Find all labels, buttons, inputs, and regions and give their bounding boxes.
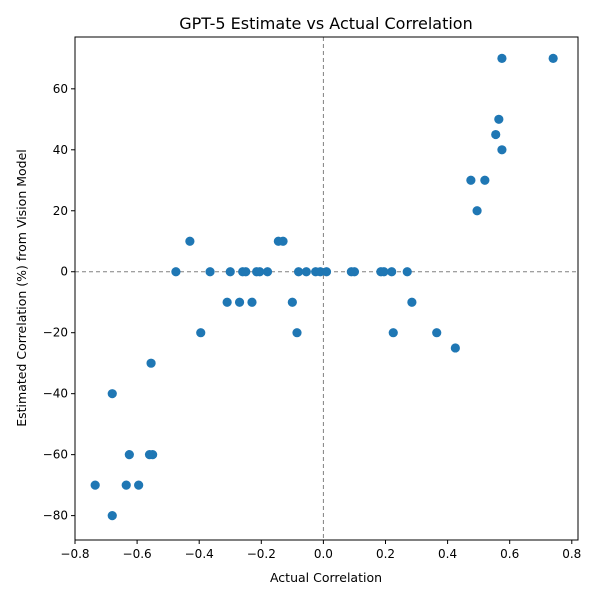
data-point [222, 297, 232, 307]
x-tick-label: 0.0 [314, 547, 333, 561]
data-point [466, 175, 476, 185]
data-point [241, 267, 251, 277]
data-point [432, 328, 442, 338]
data-point [171, 267, 181, 277]
plot-area-frame [74, 36, 579, 541]
y-tick-label: 60 [53, 82, 68, 96]
data-point [247, 297, 257, 307]
data-point [548, 53, 558, 63]
data-point [301, 267, 311, 277]
x-tick-label: −0.4 [185, 547, 214, 561]
data-point [388, 328, 398, 338]
y-tick-label: −80 [43, 509, 68, 523]
x-tick-label: 0.2 [376, 547, 395, 561]
data-point [497, 53, 507, 63]
data-point [407, 297, 417, 307]
y-axis-ticks: −80 −60 −40 −20 0 20 40 60 [43, 82, 75, 523]
data-point [262, 267, 273, 277]
data-point [497, 145, 507, 155]
data-point [225, 267, 235, 277]
data-point [480, 175, 490, 185]
x-tick-label: 0.8 [562, 547, 581, 561]
y-tick-label: −40 [43, 387, 68, 401]
data-point [146, 358, 156, 368]
data-point [472, 206, 482, 216]
x-tick-label: −0.2 [247, 547, 276, 561]
data-point [196, 328, 206, 338]
x-axis-label: Actual Correlation [270, 570, 382, 585]
data-point [205, 267, 215, 277]
data-point [107, 511, 117, 521]
x-tick-label: −0.8 [60, 547, 89, 561]
data-point [402, 267, 412, 277]
data-point [124, 450, 134, 460]
data-point [90, 480, 100, 490]
y-axis-label: Estimated Correlation (%) from Vision Mo… [14, 149, 29, 427]
y-tick-label: −20 [43, 326, 68, 340]
data-point [349, 267, 360, 277]
chart-title: GPT-5 Estimate vs Actual Correlation [179, 14, 472, 33]
y-tick-label: −60 [43, 448, 68, 462]
data-point [293, 267, 304, 277]
data-point [185, 236, 195, 246]
data-point [450, 343, 460, 353]
x-tick-label: 0.4 [438, 547, 457, 561]
data-point [134, 480, 144, 490]
data-point [287, 297, 297, 307]
data-point [387, 267, 397, 277]
x-tick-label: 0.6 [500, 547, 519, 561]
y-tick-label: 40 [53, 143, 68, 157]
x-tick-label: −0.6 [123, 547, 152, 561]
x-axis-ticks: −0.8 −0.6 −0.4 −0.2 0.0 0.2 0.4 0.6 0.8 [60, 540, 581, 561]
data-points [90, 53, 558, 521]
data-point [292, 328, 302, 338]
y-tick-label: 20 [53, 204, 68, 218]
data-point [255, 267, 265, 277]
data-point [278, 236, 288, 246]
y-tick-label: 0 [60, 265, 68, 279]
data-point [234, 297, 245, 307]
data-point [148, 450, 158, 460]
data-point [379, 267, 389, 277]
data-point [494, 114, 504, 124]
data-point [321, 267, 332, 277]
data-point [107, 389, 117, 399]
data-point [121, 480, 131, 490]
data-point [491, 129, 501, 140]
